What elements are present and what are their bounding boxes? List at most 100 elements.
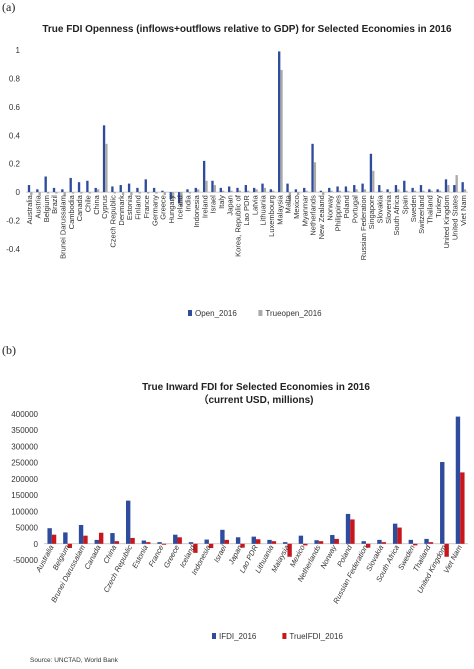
category-label: Lithuania [259, 194, 268, 225]
category-label: Greece [159, 195, 168, 220]
bar-trueopen_2016-brazil [55, 192, 58, 194]
category-label: Poland [342, 195, 351, 218]
bar-trueopen_2016-united-states [455, 175, 458, 193]
bar-trueifdi_2016-russian-federation [365, 543, 371, 548]
category-label: Russian Federation [359, 195, 368, 260]
category-label: United States [450, 195, 459, 240]
bar-trueopen_2016-india [188, 192, 191, 194]
bar-open_2016-france [144, 179, 147, 193]
bar-trueopen_2016-greece [163, 192, 166, 195]
y-tick-label: 300000 [11, 442, 38, 451]
bar-open_2016-viet-nam [461, 182, 464, 193]
bar-trueopen_2016-estonia [130, 192, 133, 195]
bar-trueopen_2016-turkey [438, 190, 442, 193]
bar-open_2016-spain [403, 180, 406, 193]
bar-trueopen_2016-philippines [338, 190, 342, 193]
bar-trueopen_2016-switzerland [422, 190, 425, 193]
bar-open_2016-denmark [119, 185, 122, 193]
category-label: Norway [318, 542, 338, 570]
bar-ifdi_2016-mexico [298, 535, 304, 544]
category-label: Austria [34, 194, 43, 218]
bar-trueopen_2016-new-zealand [322, 192, 325, 195]
bar-trueopen_2016-czech-republic [113, 192, 116, 194]
bar-open_2016-cyprus [102, 125, 106, 193]
bar-open_2016-malta [286, 183, 289, 193]
category-label: Czech Republic [109, 195, 118, 248]
bar-open_2016-netherlands [311, 143, 314, 193]
legend-swatch [188, 310, 192, 316]
category-label: Latvia [250, 194, 259, 215]
bar-trueopen_2016-portugal [355, 189, 358, 193]
category-label: China [92, 194, 101, 214]
bar-trueopen_2016-canada [80, 192, 83, 194]
bar-trueifdi_2016-france [161, 543, 167, 545]
bar-trueopen_2016-iceland [180, 192, 183, 207]
bar-open_2016-united-kingdom [444, 179, 448, 193]
category-label: Philippines [334, 195, 343, 232]
bar-trueopen_2016-lithuania [263, 187, 267, 193]
category-label: Japan [225, 195, 234, 215]
bar-trueifdi_2016-greece [177, 537, 182, 544]
bar-trueifdi_2016-malaysia [287, 543, 292, 557]
bar-open_2016-luxembourg [269, 189, 273, 193]
category-label: Indonesia [192, 194, 201, 227]
bar-ifdi_2016-australia [47, 528, 52, 544]
bar-trueopen_2016-malaysia [280, 69, 283, 193]
category-label: Israel [209, 195, 218, 214]
bar-ifdi_2016-russian-federation [361, 541, 366, 544]
source-note: Source: UNCTAD, World Bank [30, 657, 119, 664]
bar-trueopen_2016-russian-federation [363, 189, 367, 193]
bar-trueopen_2016-denmark [121, 192, 125, 195]
bar-open_2016-germany [152, 187, 156, 193]
y-tick-label: 0.8 [9, 74, 21, 83]
bar-open_2016-slovenia [386, 189, 389, 193]
y-tick-label: 0.6 [9, 103, 21, 112]
bar-trueifdi_2016-estonia [146, 542, 151, 544]
category-label: Chile [84, 195, 93, 212]
bar-open_2016-lao-pdr [244, 185, 247, 193]
bar-trueifdi_2016-united-kingdom [444, 543, 449, 557]
legend-swatch [258, 310, 263, 316]
bar-trueopen_2016-australia [30, 192, 33, 195]
bar-trueopen_2016-chile [88, 192, 91, 194]
bar-ifdi_2016-france [157, 542, 162, 544]
legend-label: Open_2016 [195, 309, 237, 318]
fdi-openness-chart: True FDI Openness (inflows+outflows rela… [0, 12, 474, 330]
y-tick-label: 0 [34, 540, 39, 549]
bar-trueopen_2016-south-africa [397, 189, 400, 193]
bar-open_2016-cambodia [69, 177, 72, 193]
bar-ifdi_2016-norway [330, 535, 335, 544]
bar-open_2016-italy [219, 187, 222, 193]
bar-trueopen_2016-ireland [205, 180, 208, 193]
bar-trueifdi_2016-south-africa [397, 527, 402, 544]
category-label: Norway [325, 195, 334, 221]
category-label: Luxembourg [267, 195, 276, 237]
bar-trueifdi_2016-iceland [193, 543, 198, 553]
bar-trueifdi_2016-thailand [428, 542, 434, 544]
bar-open_2016-new-zealand [319, 190, 323, 193]
bar-open_2016-norway [328, 187, 331, 193]
category-label: Turkey [434, 195, 443, 218]
bar-open_2016-slovakia [378, 185, 381, 193]
bar-open_2016-china [94, 187, 97, 193]
legend-swatch [212, 633, 216, 639]
bar-trueopen_2016-china [96, 189, 100, 193]
bar-trueifdi_2016-japan [240, 543, 245, 548]
category-label: Cyprus [100, 195, 109, 219]
y-tick-label: 350000 [11, 426, 38, 435]
bar-ifdi_2016-viet-nam [455, 416, 461, 544]
bar-ifdi_2016-japan [235, 537, 241, 544]
bar-ifdi_2016-lao-pdr [251, 536, 256, 544]
bar-ifdi_2016-lithuania [267, 539, 272, 544]
bar-trueopen_2016-viet-nam [463, 189, 467, 193]
legend-label: Trueopen_2016 [265, 309, 322, 318]
bar-trueifdi_2016-china [114, 541, 120, 544]
bar-trueopen_2016-singapore [372, 170, 375, 193]
bar-ifdi_2016-brunei-darussalam [78, 524, 84, 544]
bar-open_2016-ireland [202, 160, 206, 193]
bar-trueopen_2016-austria [38, 192, 41, 195]
bar-open_2016-iceland [177, 192, 181, 204]
bar-open_2016-czech-republic [111, 186, 114, 193]
bar-trueifdi_2016-viet-nam [460, 472, 465, 544]
bar-open_2016-sweden [411, 187, 414, 193]
